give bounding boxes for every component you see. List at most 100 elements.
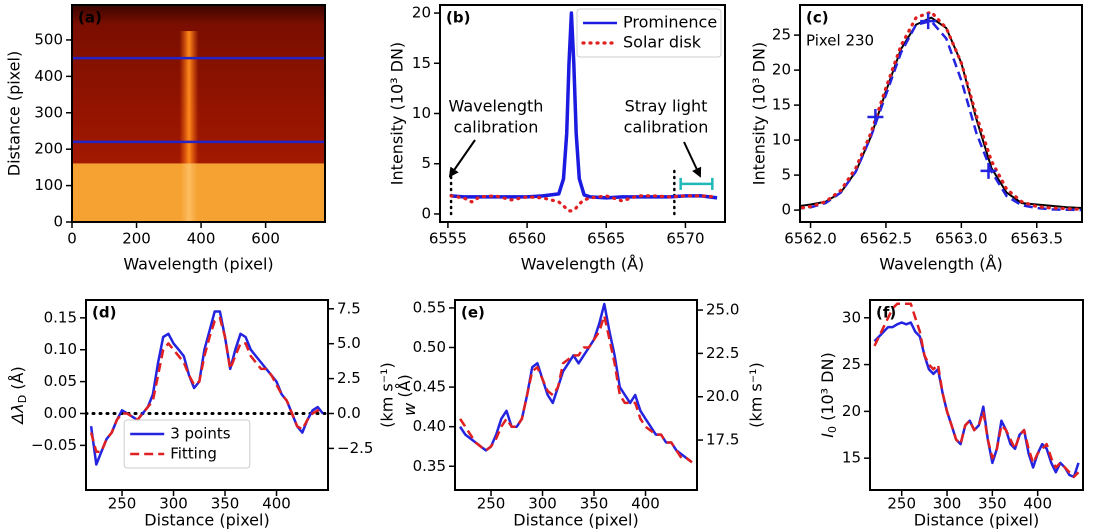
y-tick-label: 10 — [412, 104, 431, 122]
x-tick-label: 600 — [251, 230, 280, 248]
label-part: (Å) — [395, 374, 414, 403]
y-tick-label: 0.35 — [413, 457, 446, 475]
x-tick-label: 200 — [122, 230, 151, 248]
axis-label: (km s⁻¹) — [378, 362, 397, 428]
image-streak — [179, 31, 199, 164]
axis-label: Wavelength (Å) — [521, 255, 644, 274]
axis-label: Intensity (10³ DN) — [750, 42, 769, 185]
annotation: Wavelength — [449, 97, 544, 116]
y-tick-label: 25 — [842, 355, 861, 373]
axes-frame — [454, 299, 698, 491]
y-tick-label: 20 — [412, 4, 431, 22]
axis-label: Wavelength (pixel) — [123, 255, 273, 274]
y-tick-label: 200 — [34, 140, 63, 158]
line — [800, 10, 1082, 211]
line — [449, 194, 719, 213]
y-tick-label: 10 — [772, 131, 791, 149]
x-tick-label: 350 — [211, 495, 240, 513]
legend-label: Fitting — [170, 445, 217, 463]
y-tick-label: 0 — [421, 204, 431, 222]
x-tick-label: 350 — [580, 495, 609, 513]
plot-area — [459, 302, 693, 464]
axis-label: I0 (10³ DN) — [818, 352, 840, 437]
x-tick-label: 250 — [477, 495, 506, 513]
y-tick-label: 30 — [842, 308, 861, 326]
panel-label: (b) — [446, 9, 470, 27]
line — [873, 302, 1080, 479]
y-tick-label: 0.00 — [44, 404, 77, 422]
x-tick-label: 400 — [262, 495, 291, 513]
legend-label: 3 points — [170, 425, 231, 443]
x-tick-label: 6555 — [429, 230, 467, 248]
x-tick-label: 300 — [159, 495, 188, 513]
plot-area — [800, 10, 1082, 212]
plot-area — [873, 302, 1080, 479]
y2-tick-label: 22.5 — [706, 344, 739, 362]
line — [89, 316, 324, 453]
label-part: 0 — [826, 426, 839, 433]
y2-tick-label: 2.5 — [337, 369, 361, 387]
label-part: w — [400, 402, 419, 416]
y-tick-label: 5 — [781, 166, 791, 184]
annotation: Pixel 230 — [806, 32, 874, 50]
line — [459, 314, 693, 464]
y-tick-label: 500 — [34, 30, 63, 48]
plot-area — [449, 11, 719, 216]
y-tick-label: 5 — [421, 154, 431, 172]
y-tick-label: 15 — [772, 96, 791, 114]
image-streak — [180, 163, 198, 222]
panel-label: (e) — [461, 304, 485, 322]
x-tick-label: 300 — [933, 495, 962, 513]
line — [459, 302, 693, 464]
label-part: (10³ DN) — [818, 352, 837, 426]
x-tick-label: 6565 — [587, 230, 625, 248]
panel-label: (f) — [876, 304, 896, 322]
y-tick-label: 0.45 — [413, 378, 446, 396]
x-tick-label: 6563.5 — [1011, 230, 1064, 248]
axis-label: w (Å) — [395, 374, 419, 416]
y2-tick-label: 5.0 — [337, 334, 361, 352]
y-tick-label: 100 — [34, 176, 63, 194]
y-tick-label: 20 — [772, 61, 791, 79]
panel-label: (c) — [806, 9, 829, 27]
y-tick-label: 0.40 — [413, 417, 446, 435]
label-part: D — [16, 395, 29, 403]
annotation-arrow — [683, 141, 702, 178]
annotation-arrow — [448, 139, 476, 178]
y-tick-label: 15 — [412, 54, 431, 72]
label-part: (Å) — [8, 366, 27, 395]
line — [873, 321, 1080, 479]
y2-tick-label: 0.0 — [337, 404, 361, 422]
panel-label: (d) — [92, 304, 116, 322]
axis-label: Distance (pixel) — [5, 51, 24, 176]
y2-tick-label: 25.0 — [706, 301, 739, 319]
label-part: I — [818, 433, 837, 438]
annotation: calibration — [624, 118, 709, 137]
axis-label: Intensity (10³ DN) — [388, 42, 407, 185]
x-tick-label: 6562.5 — [860, 230, 913, 248]
y2-tick-label: −2.5 — [337, 439, 373, 457]
x-tick-label: 400 — [1023, 495, 1052, 513]
x-tick-label: 350 — [978, 495, 1007, 513]
axes-frame — [869, 299, 1084, 491]
y2-tick-label: 7.5 — [337, 299, 361, 317]
y-tick-label: 0 — [53, 213, 63, 231]
legend-label: Solar disk — [623, 33, 702, 52]
panel-label: (a) — [78, 9, 102, 27]
x-tick-label: 300 — [528, 495, 557, 513]
y-tick-label: 0.50 — [413, 338, 446, 356]
axes-frame — [799, 4, 1083, 223]
y-tick-label: −0.05 — [31, 436, 77, 454]
x-tick-label: 250 — [887, 495, 916, 513]
y-tick-label: 0.15 — [44, 308, 77, 326]
fit-point — [980, 162, 997, 179]
axes-frame — [85, 299, 329, 491]
annotation: calibration — [454, 118, 539, 137]
plot-area — [72, 5, 325, 222]
plot-area — [86, 310, 328, 466]
axis-label: Distance (pixel) — [513, 511, 638, 529]
label-part: Δλ — [8, 403, 27, 425]
legend-box — [576, 8, 722, 58]
